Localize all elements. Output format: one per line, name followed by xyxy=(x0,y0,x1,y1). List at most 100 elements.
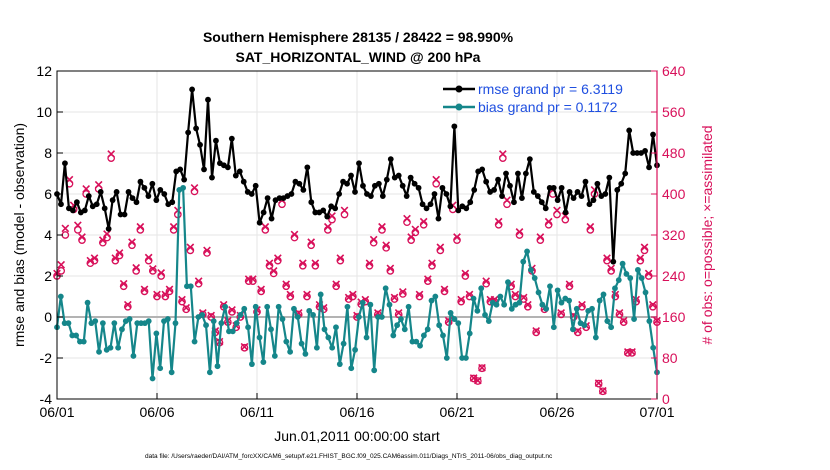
left-y-tick-label: 0 xyxy=(44,309,52,325)
obs-assimilated-marker xyxy=(578,300,586,309)
rmse-point xyxy=(288,191,295,197)
rmse-point xyxy=(522,170,529,177)
obs-possible-marker xyxy=(178,297,186,306)
obs-assimilated-marker xyxy=(190,183,199,192)
rmse-point xyxy=(554,197,561,204)
rmse-point xyxy=(368,193,374,199)
rmse-point xyxy=(157,187,164,193)
obs-assimilated-marker xyxy=(428,259,436,268)
obs-assimilated-marker xyxy=(469,374,478,382)
rmse-point xyxy=(240,178,247,185)
obs-assimilated-marker xyxy=(536,233,545,241)
bias-point xyxy=(352,346,358,353)
obs-assimilated-marker xyxy=(115,249,124,257)
rmse-point xyxy=(201,166,207,173)
right-axis-label: # of obs: o=possible; ×=assimilated xyxy=(699,125,715,344)
rmse-point xyxy=(125,189,132,195)
obs-possible-marker xyxy=(153,292,161,301)
rmse-point xyxy=(562,209,569,216)
rmse-point xyxy=(93,201,100,208)
obs-assimilated-marker xyxy=(457,295,466,304)
rmse-point xyxy=(574,189,581,195)
obs-possible-marker xyxy=(390,295,399,303)
rmse-point xyxy=(399,182,406,189)
bias-point xyxy=(573,305,580,312)
obs-assimilated-marker xyxy=(332,280,341,289)
bias-point xyxy=(516,299,523,306)
bias-point xyxy=(581,322,588,329)
rmse-point xyxy=(483,178,490,185)
rmse-point xyxy=(304,164,311,171)
bias-point xyxy=(164,316,171,322)
rmse-point xyxy=(332,205,339,212)
bias-point xyxy=(168,369,175,376)
bias-point xyxy=(65,320,72,327)
rmse-point xyxy=(348,172,354,179)
rmse-point xyxy=(97,189,104,195)
bias-point xyxy=(642,289,649,296)
obs-possible-marker xyxy=(161,292,170,301)
obs-assimilated-marker xyxy=(336,254,345,262)
bias-point xyxy=(115,344,122,351)
obs-possible-marker xyxy=(619,318,628,326)
bias-point xyxy=(245,324,251,331)
obs-assimilated-marker xyxy=(432,175,441,184)
rmse-point xyxy=(320,207,327,214)
obs-assimilated-marker xyxy=(90,254,99,262)
obs-assimilated-marker xyxy=(194,277,203,285)
rmse-point xyxy=(145,193,152,199)
rmse-point xyxy=(117,211,124,218)
obs-possible-marker xyxy=(594,379,603,388)
obs-assimilated-marker xyxy=(82,185,91,193)
bias-point xyxy=(126,316,133,322)
obs-possible-marker xyxy=(511,292,520,301)
rmse-point xyxy=(352,189,358,195)
obs-assimilated-marker xyxy=(144,253,153,262)
obs-assimilated-marker xyxy=(157,269,166,277)
obs-possible-marker xyxy=(415,292,424,301)
bias-point xyxy=(455,320,462,327)
obs-possible-marker xyxy=(348,292,357,301)
bias-point xyxy=(386,301,393,308)
obs-possible-marker xyxy=(228,308,236,316)
obs-assimilated-marker xyxy=(565,280,574,289)
bias-point xyxy=(218,320,225,327)
bias-point xyxy=(390,332,397,339)
obs-assimilated-marker xyxy=(436,243,445,252)
rmse-point xyxy=(232,172,239,179)
bias-point xyxy=(451,316,458,322)
bias-point xyxy=(470,295,477,302)
rmse-point xyxy=(193,125,199,132)
bias-point xyxy=(550,324,557,331)
obs-assimilated-marker xyxy=(328,212,336,220)
rmse-point xyxy=(121,211,128,218)
obs-assimilated-marker xyxy=(203,246,211,255)
obs-assimilated-marker xyxy=(140,285,149,294)
obs-assimilated-marker xyxy=(323,222,332,231)
rmse-point xyxy=(101,205,108,212)
obs-assimilated-marker xyxy=(365,259,374,268)
x-tick-label: 07/01 xyxy=(639,404,674,420)
bias-point xyxy=(428,297,435,304)
obs-assimilated-marker xyxy=(61,224,70,233)
bias-point xyxy=(627,275,634,281)
bias-point xyxy=(482,312,488,318)
obs-assimilated-marker xyxy=(94,180,103,189)
rmse-point xyxy=(324,213,331,220)
bias-point xyxy=(329,344,336,351)
rmse-point xyxy=(69,207,76,214)
rmse-point xyxy=(62,160,68,167)
rmse-point xyxy=(312,209,319,216)
rmse-point xyxy=(344,180,350,187)
rmse-point xyxy=(387,156,394,163)
obs-assimilated-marker xyxy=(382,241,391,250)
bias-point xyxy=(203,322,209,329)
obs-possible-marker xyxy=(165,287,174,296)
bias-point xyxy=(485,318,492,324)
obs-assimilated-marker xyxy=(57,260,66,269)
rmse-point xyxy=(336,191,343,197)
bias-point xyxy=(279,316,286,322)
bias-point xyxy=(405,303,412,310)
rmse-point xyxy=(626,127,633,134)
obs-assimilated-marker xyxy=(644,269,653,278)
